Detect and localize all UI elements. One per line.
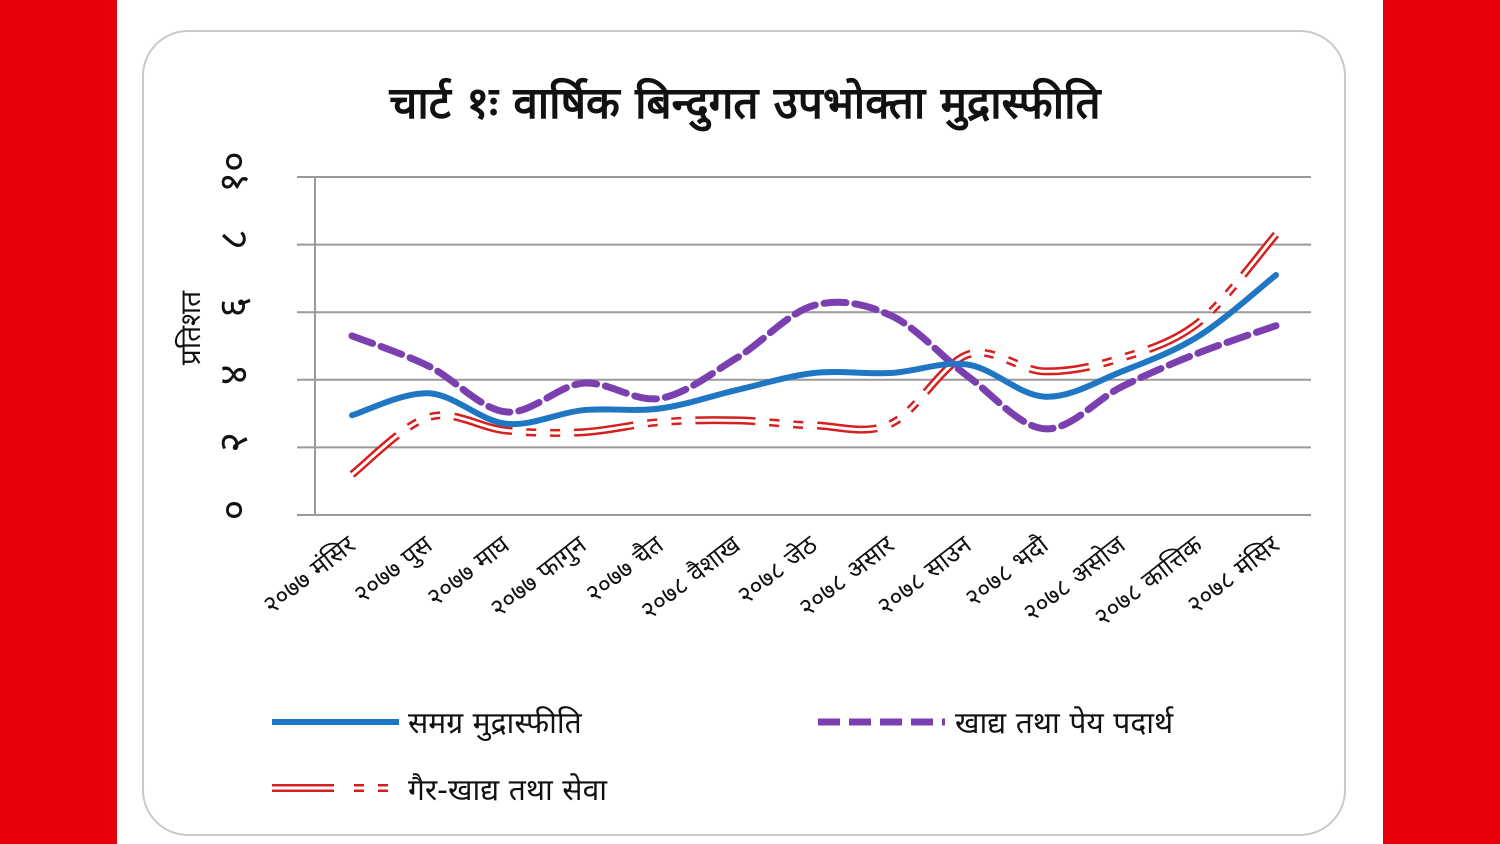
- y-tick-label: ४: [211, 364, 257, 385]
- legend-label: समग्र मुद्रास्फीति: [408, 706, 583, 742]
- series-line-2: [348, 298, 1280, 433]
- legend-item-2: खाद्य तथा पेय पदार्थ: [818, 706, 1174, 741]
- series-line-3: [349, 231, 1280, 478]
- legend-label: खाद्य तथा पेय पदार्थ: [955, 706, 1174, 741]
- chart-card: [142, 30, 1346, 836]
- x-tick-label: २०७७ मंसिर: [257, 529, 361, 619]
- series-line-1: [349, 272, 1279, 428]
- y-tick-label: १०: [211, 151, 257, 193]
- legend-item-3: गैर-खाद्य तथा सेवा: [272, 773, 608, 808]
- series-line-outer: [349, 231, 1280, 478]
- x-tick-label: २०७७ पुस: [348, 529, 439, 609]
- series-line-path: [349, 272, 1279, 428]
- series-line-path: [348, 298, 1280, 433]
- y-tick-label: ६: [211, 297, 257, 318]
- legend-label: गैर-खाद्य तथा सेवा: [408, 773, 608, 808]
- series-line-gap: [351, 233, 1278, 476]
- y-tick-label: ०: [211, 500, 257, 521]
- y-axis-label: प्रतिशत: [174, 290, 207, 365]
- y-tick-label: २: [211, 432, 257, 453]
- y-tick-label: ८: [211, 229, 257, 250]
- chart-title: चार्ट १ः वार्षिक बिन्दुगत उपभोक्ता मुद्र…: [388, 77, 1102, 132]
- legend-item-1: समग्र मुद्रास्फीति: [272, 706, 583, 742]
